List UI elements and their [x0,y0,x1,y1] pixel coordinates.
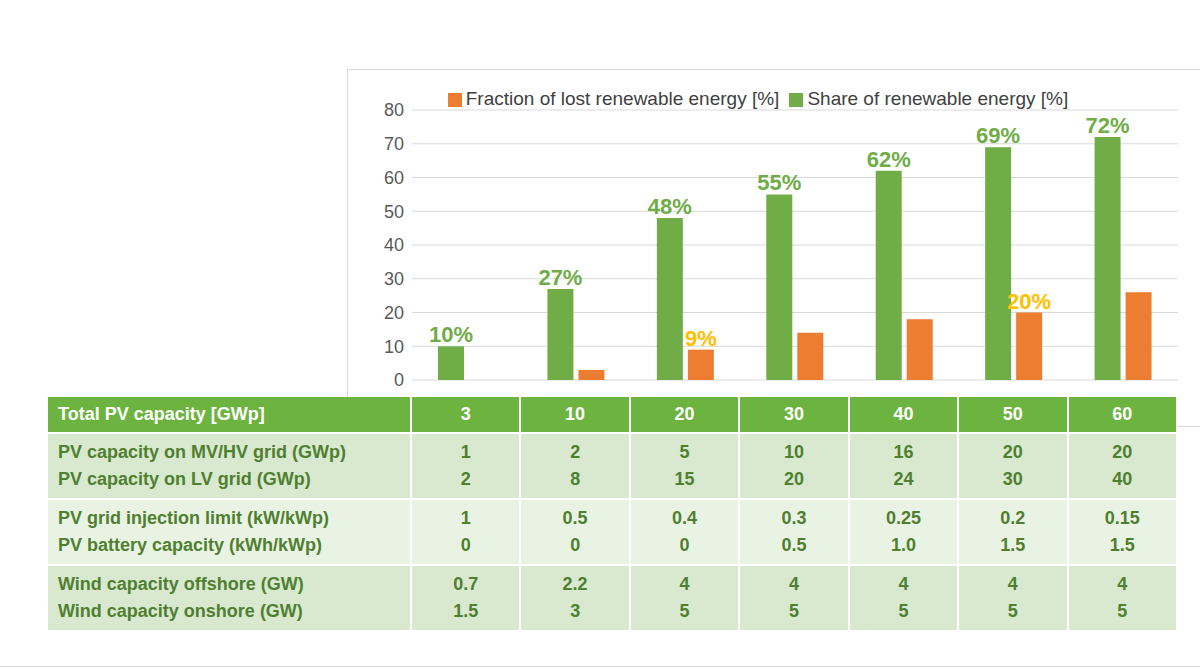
svg-text:27%: 27% [538,265,582,290]
html-text:Total PV capacity [GWp]: Total PV capacity [GWp] [58,404,265,424]
html-text:0.4: 0.4 [672,508,698,528]
html-text:0: 0 [679,535,690,555]
html-text:Fraction of lost renewable ene: Fraction of lost renewable energy [%] [465,88,780,109]
html-text:50: 50 [1002,404,1023,424]
html-text:0: 0 [460,535,471,555]
svg-text:10: 10 [384,337,404,357]
html-text:4: 4 [1117,574,1128,594]
svg-text:30: 30 [384,269,404,289]
html-text:20: 20 [1112,442,1133,462]
html-text:1.5: 1.5 [453,601,479,621]
html-text:Wind capacity onshore (GW): Wind capacity onshore (GW) [58,601,303,621]
html-text:5: 5 [1007,601,1018,621]
html-text:PV capacity on LV grid (GWp): PV capacity on LV grid (GWp) [58,469,311,489]
html-text:4: 4 [679,574,690,594]
html-text:30: 30 [1002,469,1023,489]
html-text:30: 30 [784,404,804,424]
html-text:20: 20 [784,469,804,489]
html-text:60: 60 [1112,404,1133,424]
svg-text:69%: 69% [976,123,1020,148]
html-text:Wind capacity offshore (GW): Wind capacity offshore (GW) [58,574,304,594]
html-text:15: 15 [674,469,695,489]
svg-text:62%: 62% [867,147,911,172]
html-text:2: 2 [460,469,471,489]
html-text:16: 16 [893,442,914,462]
html-text:0.15: 0.15 [1104,508,1140,528]
svg-text:60: 60 [384,168,404,188]
html-text:PV battery capacity (kWh/kWp): PV battery capacity (kWh/kWp) [58,535,323,555]
html-text:0: 0 [570,535,581,555]
html-text:0.5: 0.5 [781,535,807,555]
html-text:PV capacity on MV/HV grid (GWp: PV capacity on MV/HV grid (GWp) [58,442,346,462]
html-text:20: 20 [674,404,695,424]
svg-text:70: 70 [384,134,404,154]
svg-text:10%: 10% [429,322,473,347]
html-text:2.2: 2.2 [562,574,588,594]
html-text:1.0: 1.0 [890,535,916,555]
html-text:1: 1 [460,508,471,528]
html-text:1: 1 [460,442,471,462]
html-text:1.5: 1.5 [1109,535,1135,555]
svg-text:55%: 55% [757,170,801,195]
html-text:40: 40 [1112,469,1133,489]
html-text:3: 3 [570,601,581,621]
html-text:5: 5 [789,601,799,621]
html-text:24: 24 [893,469,914,489]
svg-text:9%: 9% [685,326,717,351]
html-text:4: 4 [898,574,909,594]
html-text:5: 5 [679,442,690,462]
html-text:10: 10 [565,404,586,424]
html-text:3: 3 [460,404,471,424]
svg-text:48%: 48% [648,194,692,219]
svg-text:40: 40 [384,235,404,255]
html-text:20: 20 [1002,442,1023,462]
html-text:8: 8 [570,469,581,489]
html-text:0.2: 0.2 [1000,508,1026,528]
html-text:PV grid injection limit (kW/kW: PV grid injection limit (kW/kWp) [58,508,329,528]
svg-text:72%: 72% [1086,113,1130,138]
html-text:5: 5 [1117,601,1128,621]
html-text:5: 5 [679,601,690,621]
html-text:Share of renewable energy [%]: Share of renewable energy [%] [807,88,1069,109]
html-text:40: 40 [893,404,914,424]
html-text:4: 4 [789,574,799,594]
svg-text:0: 0 [394,370,404,390]
html-text:0.5: 0.5 [562,508,588,528]
svg-text:80: 80 [384,100,404,120]
html-text:2: 2 [570,442,581,462]
html-text:5: 5 [898,601,909,621]
html-text:1.5: 1.5 [1000,535,1026,555]
html-text:0.25: 0.25 [885,508,921,528]
html-text:4: 4 [1007,574,1018,594]
html-text:0.7: 0.7 [453,574,479,594]
svg-text:20: 20 [384,303,404,323]
svg-text:20%: 20% [1007,289,1051,314]
html-text:10: 10 [784,442,804,462]
svg-text:50: 50 [384,202,404,222]
html-text:0.3: 0.3 [781,508,807,528]
